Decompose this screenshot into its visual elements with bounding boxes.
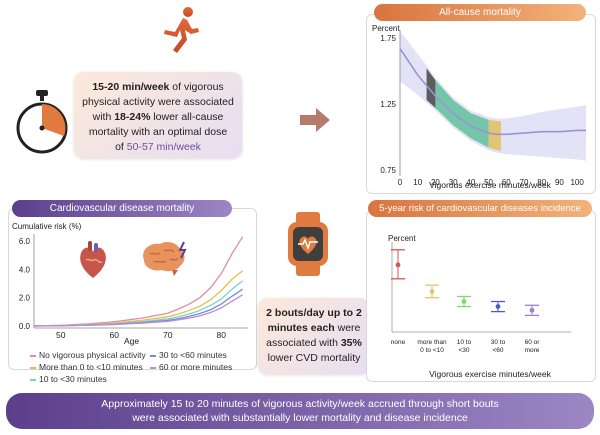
bouts-line-3: associated with	[266, 337, 341, 349]
cvd-ylabel: Cumulative risk (%)	[12, 222, 82, 231]
cvd-ytick-2: 2.0	[19, 294, 31, 303]
heart-icon	[76, 240, 110, 280]
summary-text-2: physical activity were associated	[82, 96, 234, 108]
runner-icon	[155, 6, 205, 58]
bottom-banner: Approximately 15 to 20 minutes of vigoro…	[6, 393, 594, 429]
cvd-ytick-1: 4.0	[19, 265, 31, 274]
bouts-line-4: lower CVD mortality	[267, 352, 361, 364]
risk5-point-3	[495, 304, 501, 309]
cvd-legend-label: 10 to <30 minutes	[39, 374, 107, 384]
risk5-title: 5-year risk of cardiovascular diseases i…	[368, 200, 592, 217]
cvd-ytick-0: 6.0	[19, 237, 31, 246]
bottom-line-2: were associated with substantially lower…	[132, 412, 468, 424]
all-cause-xtick-6: 60	[502, 178, 511, 187]
summary-highlight-minutes: 15-20 min/week	[92, 81, 170, 93]
risk5-cat-label-4-a: 60 or	[525, 339, 541, 346]
summary-text-4: mortality with an optimal dose	[88, 126, 228, 138]
brain-icon	[136, 240, 194, 276]
bottom-line-1: Approximately 15 to 20 minutes of vigoro…	[101, 398, 499, 410]
all-cause-ytick-1: 1.25	[380, 100, 396, 109]
summary-text-3b: lower all-cause	[150, 111, 224, 123]
risk5-point-1	[429, 289, 435, 294]
cvd-xtick-2: 70	[163, 330, 173, 340]
cvd-legend-swatch	[30, 354, 36, 357]
all-cause-ylabel: Percent	[372, 24, 400, 33]
all-cause-highlight-band-2	[488, 119, 501, 151]
risk5-point-2	[461, 299, 467, 304]
cvd-chart: 6.0 4.0 2.0 0.0 50 60 70 80	[19, 234, 248, 340]
all-cause-ytick-0: 1.75	[380, 34, 396, 43]
bouts-line-2b: were	[334, 322, 361, 334]
risk5-xlabel: Vigorous exercise minutes/week	[429, 369, 551, 379]
cvd-legend-item: No vigorous physical activity	[30, 350, 146, 360]
bouts-card: 2 bouts/day up to 2 minutes each were as…	[258, 298, 370, 374]
all-cause-xtick-0: 0	[398, 178, 403, 187]
cvd-legend-item: 10 to <30 minutes	[30, 374, 107, 384]
all-cause-xtick-8: 80	[537, 178, 546, 187]
cvd-legend-swatch	[30, 366, 36, 369]
cvd-legend-item: 60 or more minutes	[150, 362, 232, 372]
risk5-cat-label-0-a: none	[391, 339, 406, 346]
arrow-right-icon	[300, 108, 330, 132]
all-cause-xtick-7: 70	[520, 178, 529, 187]
cvd-title: Cardiovascular disease mortality	[12, 200, 232, 217]
top-summary-card: 15-20 min/week of vigorous physical acti…	[74, 72, 242, 158]
cvd-legend-label: More than 0 to <10 minutes	[39, 362, 143, 372]
all-cause-line	[399, 48, 586, 136]
cvd-legend-label: No vigorous physical activity	[39, 350, 146, 360]
summary-text-1: of vigorous	[169, 81, 224, 93]
all-cause-ytick-2: 0.75	[380, 166, 396, 175]
bouts-line-2: minutes each	[267, 322, 335, 334]
all-cause-highlight-band-1	[435, 80, 489, 148]
risk5-point-0	[395, 262, 401, 268]
all-cause-xtick-2: 20	[431, 178, 440, 187]
all-cause-xtick-5: 50	[484, 178, 493, 187]
risk5-cat-label-1-a: more than	[417, 339, 447, 346]
all-cause-xtick-4: 40	[466, 178, 475, 187]
stopwatch-icon	[12, 88, 72, 154]
risk5-cat-label-2-b: <30	[458, 347, 469, 354]
all-cause-ci-band	[400, 31, 586, 161]
cvd-legend-swatch	[150, 366, 156, 369]
risk5-cat-label-2-a: 10 to	[457, 339, 472, 346]
cvd-legend-swatch	[30, 378, 36, 381]
all-cause-xtick-1: 10	[413, 178, 422, 187]
risk5-chart-frame	[366, 210, 596, 382]
all-cause-xlabel: Vigorous exercise minutes/week	[429, 180, 551, 190]
cvd-legend-item: 30 to <60 minutes	[150, 350, 227, 360]
bouts-highlight-percent: 35%	[340, 337, 362, 349]
cvd-xtick-0: 50	[56, 330, 66, 340]
summary-text-3a: with	[92, 111, 115, 123]
cvd-legend-label: 30 to <60 minutes	[159, 350, 227, 360]
risk5-cat-label-3-b: <60	[492, 347, 503, 354]
risk5-cat-label-4-b: more	[525, 347, 540, 354]
bouts-line-1: 2 bouts/day up to 2	[266, 307, 362, 319]
cvd-xtick-3: 80	[217, 330, 227, 340]
all-cause-chart: 1.75 1.25 0.750 10 20 30 40 50 60 70 80 90 100	[380, 30, 586, 187]
cvd-ytick-3: 0.0	[19, 322, 31, 331]
all-cause-title: All-cause mortality	[374, 4, 586, 21]
cvd-legend-item: More than 0 to <10 minutes	[30, 362, 143, 372]
all-cause-xtick-9: 90	[555, 178, 564, 187]
all-cause-xtick-3: 30	[449, 178, 458, 187]
smartwatch-heart-icon	[286, 212, 330, 276]
cvd-legend-label: 60 or more minutes	[159, 362, 233, 372]
risk5-cat-label-1-b: 0 to <10	[420, 347, 444, 354]
cvd-series-line-4	[33, 294, 243, 327]
summary-highlight-dose: 50-57 min/week	[126, 141, 201, 153]
summary-text-5a: of	[115, 141, 127, 153]
all-cause-xtick-10: 100	[570, 178, 584, 187]
summary-highlight-percent: 18-24%	[114, 111, 151, 123]
cvd-xtick-1: 60	[110, 330, 120, 340]
risk5-ylabel: Percent	[388, 234, 416, 243]
risk5-point-4	[529, 307, 535, 313]
cvd-series-line-1	[33, 270, 244, 327]
cvd-legend-swatch	[150, 354, 156, 357]
cvd-xlabel: Age	[124, 336, 140, 346]
risk5-cat-label-3-a: 30 to	[491, 339, 506, 346]
cvd-series-line-0	[33, 236, 244, 327]
all-cause-highlight-band-0	[426, 68, 436, 108]
